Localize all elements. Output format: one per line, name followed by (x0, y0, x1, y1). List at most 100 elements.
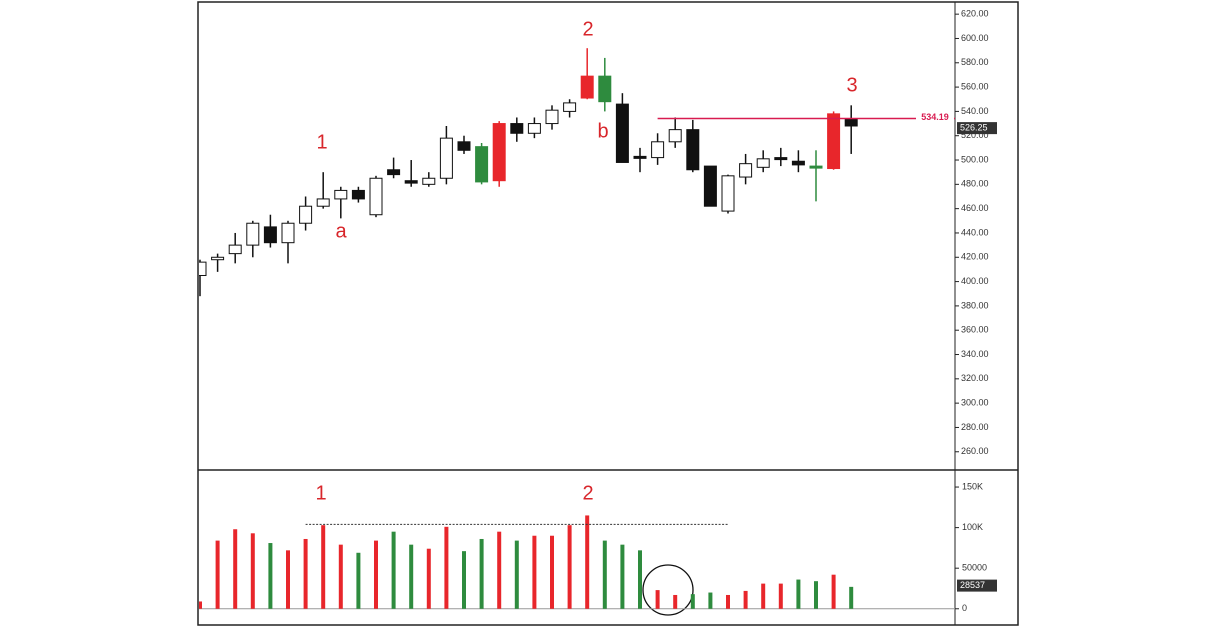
y-tick-label: 260.00 (961, 446, 989, 456)
candle-body (703, 165, 717, 207)
volume-bar (796, 579, 801, 609)
volume-bar (620, 544, 625, 609)
volume-bar (778, 583, 783, 609)
volume-bar (356, 552, 361, 609)
volume-bar (479, 538, 484, 609)
candle-body (545, 109, 559, 125)
volume-bar (849, 586, 854, 609)
volume-bar (831, 574, 836, 609)
candle-body (369, 177, 383, 216)
volume-bar (286, 550, 290, 609)
y-tick-label: 580.00 (961, 57, 989, 67)
candle-body (651, 141, 665, 159)
volume-bar (550, 535, 554, 609)
candle-body (563, 102, 577, 112)
volume-bar (585, 515, 590, 609)
candle-body (299, 205, 313, 224)
y-tick-label: 540.00 (961, 106, 989, 116)
candle-body (827, 113, 841, 170)
y-tick-label: 600.00 (961, 33, 989, 43)
last-volume-label: 28537 (960, 580, 985, 590)
y-tick-label: 340.00 (961, 349, 989, 359)
candle-body (809, 165, 823, 169)
volume-bar (321, 525, 326, 609)
annotation: 3 (846, 74, 857, 96)
candle-body (351, 189, 365, 200)
last-price-label: 526.25 (960, 122, 988, 132)
candle-body (774, 157, 788, 161)
annotation: b (597, 120, 608, 142)
y-tick-label: 0 (962, 603, 967, 613)
volume-bar (726, 594, 730, 609)
volume-panel (199, 515, 955, 610)
candle-body (281, 222, 295, 244)
volume-bar (250, 533, 255, 609)
candle-body (580, 75, 594, 99)
candle-body (316, 198, 330, 207)
y-tick-label: 520.00 (961, 130, 989, 140)
candle-body (439, 137, 453, 179)
last-volume-box (957, 579, 997, 592)
volume-bar (444, 526, 449, 609)
volume-bar (374, 540, 378, 609)
volume-bar (199, 601, 202, 609)
candle-body (791, 160, 805, 166)
y-tick-label: 380.00 (961, 300, 989, 310)
annotation: 1 (315, 482, 326, 504)
y-tick-label: 50000 (962, 563, 987, 573)
reference-label: 534.19 (921, 112, 949, 122)
y-tick-label: 440.00 (961, 227, 989, 237)
candle-body (334, 189, 348, 200)
candle-body (211, 256, 225, 261)
y-tick-label: 500.00 (961, 154, 989, 164)
y-tick-label: 100K (962, 522, 983, 532)
y-tick-label: 300.00 (961, 398, 989, 408)
y-tick-label: 150K (962, 481, 983, 491)
candle-body (475, 146, 489, 183)
candle-body (527, 123, 541, 134)
candle-body (492, 123, 506, 182)
volume-bar (655, 590, 660, 609)
y-tick-label: 360.00 (961, 325, 989, 335)
candle-body (510, 123, 524, 134)
candle-body (686, 129, 700, 171)
y-tick-label: 620.00 (961, 9, 989, 19)
last-price-box (957, 122, 997, 135)
candle-body (404, 180, 418, 184)
annotation: a (335, 220, 347, 242)
volume-bar (391, 531, 396, 609)
y-tick-label: 320.00 (961, 373, 989, 383)
volume-bar (743, 590, 748, 609)
highlight-circle (642, 564, 694, 616)
volume-bar (814, 581, 818, 609)
candle-body (844, 118, 858, 127)
candle-body (739, 163, 753, 178)
volume-bar (514, 540, 519, 609)
candle-body (246, 222, 260, 246)
volume-bar (708, 592, 713, 609)
candle-body (457, 141, 471, 151)
candle-body (199, 261, 207, 277)
candle-body (633, 155, 647, 159)
volume-bar (638, 550, 642, 609)
volume-bar (602, 540, 607, 609)
volume-bar (303, 538, 308, 609)
volume-bar (497, 531, 502, 609)
annotation: 1 (316, 131, 327, 153)
candle-body (263, 226, 277, 244)
candle-body (422, 177, 436, 185)
candle-body (228, 244, 242, 255)
y-tick-label: 420.00 (961, 252, 989, 262)
volume-bar (426, 548, 431, 609)
candle-body (598, 75, 612, 103)
y-tick-label: 480.00 (961, 179, 989, 189)
volume-bar (462, 551, 466, 609)
annotation: 2 (582, 18, 593, 40)
volume-bar (673, 594, 678, 609)
volume-bar (761, 583, 766, 609)
axes: 260.00 280.00 300.00 320.00 340.00 360.00 380.… (315, 9, 997, 613)
volume-bar (532, 535, 537, 609)
candle-body (756, 158, 770, 168)
candle-body (387, 169, 401, 176)
